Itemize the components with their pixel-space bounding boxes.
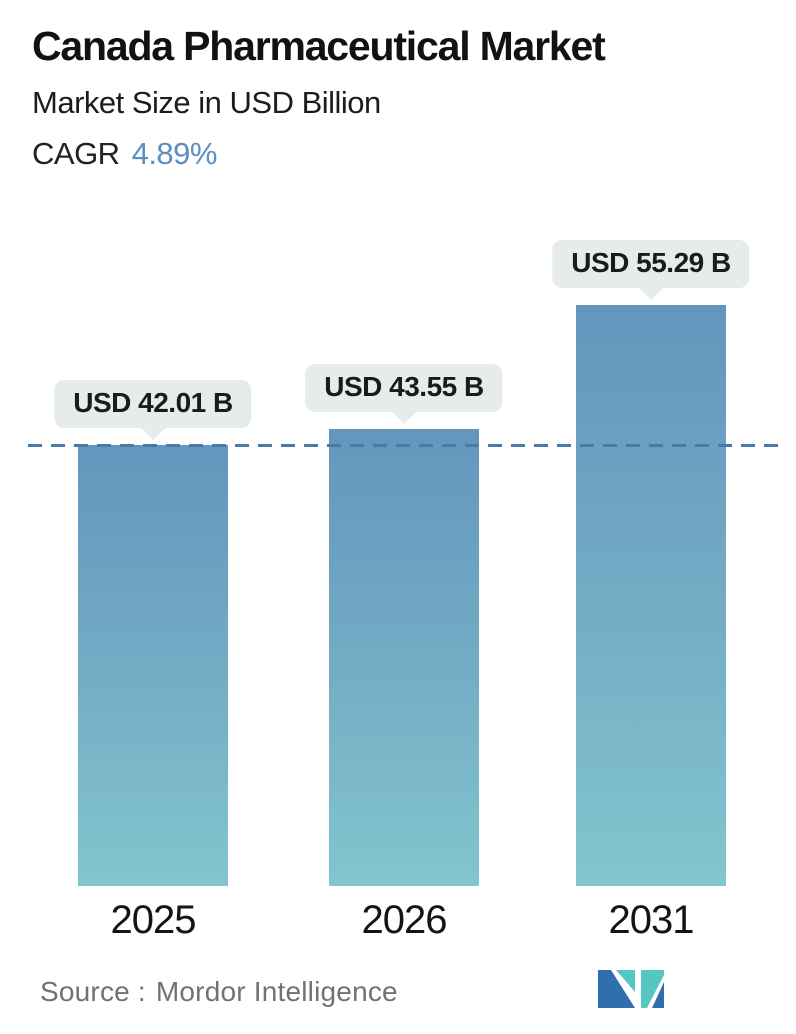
chart-footer: Source : Mordor Intelligence <box>40 970 756 1022</box>
page-title: Canada Pharmaceutical Market <box>32 23 606 69</box>
value-label-2026: USD 43.55 B <box>305 364 503 412</box>
bar-2031 <box>576 305 726 886</box>
source-value: Mordor Intelligence <box>155 976 398 1007</box>
bar-2025 <box>78 445 228 886</box>
bar-2026 <box>329 429 479 886</box>
x-axis-label-2031: 2031 <box>608 898 695 942</box>
cagr-label: CAGR <box>32 136 120 172</box>
chart-header: Canada Pharmaceutical Market Market Size… <box>32 23 762 172</box>
x-axis-label-2026: 2026 <box>361 898 448 942</box>
value-label-2031: USD 55.29 B <box>552 240 750 288</box>
value-label-2025: USD 42.01 B <box>54 380 252 428</box>
cagr-value: 4.89% <box>131 136 218 172</box>
x-axis-label-2025: 2025 <box>110 898 197 942</box>
source-label: Source : <box>40 976 146 1007</box>
reference-dashed-line <box>28 444 781 447</box>
cagr-row: CAGR 4.89% <box>32 136 762 172</box>
mordor-intelligence-logo <box>598 970 664 1008</box>
chart-subtitle: Market Size in USD Billion <box>32 85 381 121</box>
